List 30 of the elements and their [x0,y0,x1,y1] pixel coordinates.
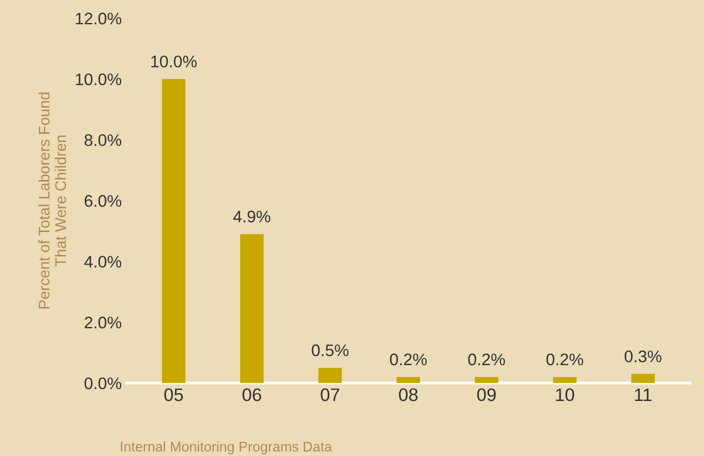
data-label: 0.5% [312,344,348,356]
bar [162,79,186,384]
x-tick-label: 07 [320,388,340,402]
y-tick-label: 6.0% [84,195,122,207]
data-label: 0.2% [546,354,584,366]
data-label: 10.0% [151,56,197,68]
bar [631,374,655,384]
bar [240,234,264,384]
y-tick-label: 8.0% [84,134,122,146]
x-tick-label: 06 [242,388,262,402]
text: Internal Monitoring Programs Data [120,441,332,454]
x-tick-label: 08 [398,388,418,402]
bar [396,376,420,384]
bar [318,368,342,384]
y-tick-label: 4.0% [84,256,122,268]
data-label: 4.9% [233,210,270,222]
x-tick-label: 10 [556,388,574,402]
data-label: 0.3% [624,350,662,362]
x-tick-label: 11 [634,388,652,401]
bar [553,376,576,384]
y-tick-label: 0.0% [84,377,122,390]
y-tick-label: 12.0% [76,12,122,24]
data-label: 0.2% [468,354,505,366]
y-tick-label: 10.0% [76,73,122,86]
x-tick-label: 09 [477,388,496,402]
y-axis-title: Percent of Total Laborers Found That Were Children [38,92,66,308]
bar [474,376,498,384]
data-label: 0.2% [390,354,427,366]
y-tick-label: 2.0% [84,316,122,328]
x-tick-label: 05 [164,388,183,402]
